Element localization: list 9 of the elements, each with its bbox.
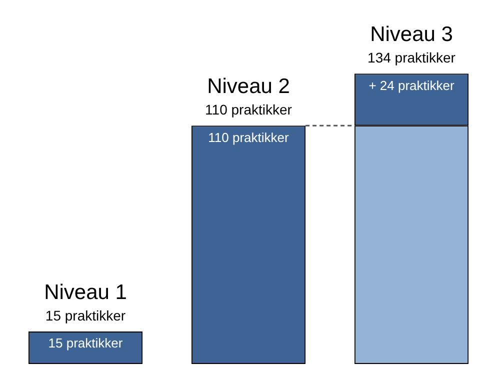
total-label: 134 praktikker [368, 50, 456, 66]
data-label: 15 praktikker [48, 336, 124, 351]
data-label: + 24 praktikker [368, 78, 455, 93]
total-label: 15 praktikker [45, 307, 126, 324]
x-tick-label: Niveau 1 [44, 280, 127, 304]
total-label: 110 praktikker [205, 102, 292, 118]
x-tick-label: Niveau 3 [370, 22, 453, 46]
x-tick-label: Niveau 2 [207, 74, 290, 98]
data-label: 110 praktikker [208, 130, 290, 145]
